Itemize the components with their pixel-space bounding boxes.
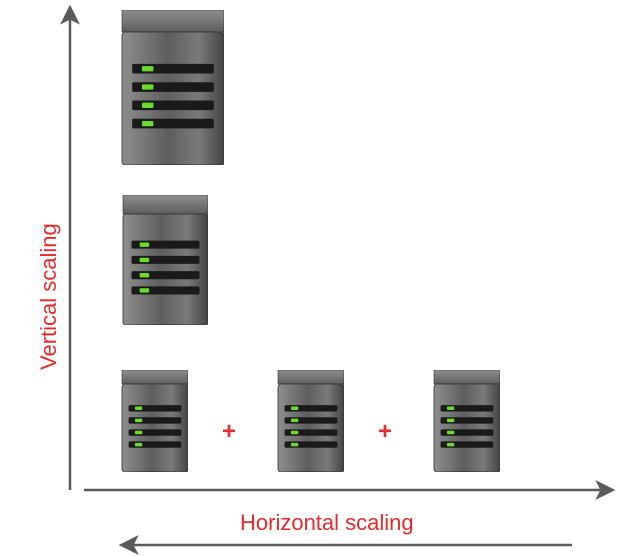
vertical-scaling-label: Vertical scaling xyxy=(36,223,62,370)
server-icon xyxy=(108,370,188,472)
server-icon xyxy=(104,195,208,325)
scaling-diagram: Vertical scaling Horizontal scaling xyxy=(0,0,624,556)
horizontal-scaling-label: Horizontal scaling xyxy=(240,510,414,536)
axes-svg xyxy=(0,0,624,556)
plus-icon: + xyxy=(378,418,392,446)
server-icon xyxy=(420,370,500,472)
plus-icon: + xyxy=(222,418,236,446)
server-icon xyxy=(100,10,224,165)
server-icon xyxy=(264,370,344,472)
